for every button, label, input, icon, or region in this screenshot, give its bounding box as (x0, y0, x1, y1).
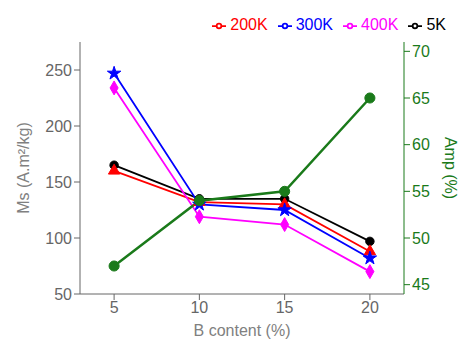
svg-text:200: 200 (45, 118, 72, 135)
svg-text:55: 55 (412, 183, 430, 200)
svg-text:150: 150 (45, 174, 72, 191)
svg-text:45: 45 (412, 276, 430, 293)
svg-text:250: 250 (45, 62, 72, 79)
svg-text:20: 20 (361, 299, 379, 316)
svg-text:10: 10 (190, 299, 208, 316)
html-text:400K: 400K (361, 16, 399, 33)
html-text:300K: 300K (295, 16, 333, 33)
svg-text:50: 50 (412, 230, 430, 247)
html-text:200K: 200K (230, 16, 268, 33)
html-text:5K: 5K (426, 16, 446, 33)
svg-text:Amp (%): Amp (%) (442, 137, 459, 199)
svg-text:50: 50 (54, 286, 72, 303)
svg-text:100: 100 (45, 230, 72, 247)
svg-text:70: 70 (412, 43, 430, 60)
svg-text:5: 5 (110, 299, 119, 316)
svg-text:15: 15 (276, 299, 294, 316)
svg-text:B content (%): B content (%) (194, 322, 291, 339)
svg-text:Ms (A.m²/kg): Ms (A.m²/kg) (15, 122, 32, 214)
svg-text:65: 65 (412, 90, 430, 107)
svg-text:60: 60 (412, 136, 430, 153)
